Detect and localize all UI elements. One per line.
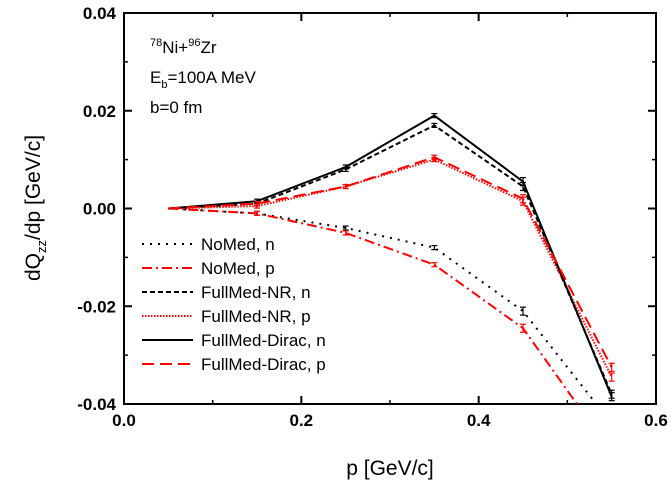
y-tick-label: 0.04 xyxy=(83,4,117,23)
energy-sub: b xyxy=(161,79,167,91)
reaction-annotation: 78Ni+96Zr xyxy=(150,37,217,57)
series-6 xyxy=(168,154,615,372)
series-line xyxy=(168,207,598,404)
series-2 xyxy=(168,207,579,404)
legend-label: FullMed-NR, n xyxy=(201,283,311,302)
series-5 xyxy=(168,113,615,402)
energy-annotation: Eb=100A MeV xyxy=(150,68,257,91)
reaction-text-2: Zr xyxy=(200,38,216,57)
series-line xyxy=(168,156,613,368)
reaction-sup-1: 78 xyxy=(150,37,162,49)
x-tick-label: 0.2 xyxy=(290,411,314,430)
annotations: 78Ni+96Zr Eb=100A MeV b=0 fm xyxy=(150,37,257,117)
legend: NoMed, n NoMed, p FullMed-NR, n FullMed-NR,… xyxy=(142,235,326,374)
reaction-text-1: Ni+ xyxy=(162,38,188,57)
legend-label: FullMed-Dirac, n xyxy=(201,331,326,350)
series-layer xyxy=(168,113,615,404)
legend-label: FullMed-Dirac, p xyxy=(201,355,326,374)
x-axis-label: p [GeV/c] xyxy=(346,457,434,480)
y-axis-label-rest: /dp [GeV/c] xyxy=(22,135,45,240)
energy-text-2: =100A MeV xyxy=(167,68,256,87)
legend-label: NoMed, n xyxy=(201,235,275,254)
legend-label: FullMed-NR, p xyxy=(201,307,311,326)
y-axis-label-sub: zz xyxy=(34,240,49,253)
legend-label: NoMed, p xyxy=(201,259,275,278)
y-tick-label: -0.04 xyxy=(77,395,116,414)
series-line xyxy=(168,158,613,378)
x-tick-label: 0.0 xyxy=(112,411,136,430)
impact-annotation: b=0 fm xyxy=(150,98,202,117)
y-tick-label: 0.02 xyxy=(83,102,116,121)
reaction-sup-2: 96 xyxy=(188,37,200,49)
series-line xyxy=(168,114,613,398)
y-tick-label: 0.00 xyxy=(83,200,116,219)
y-axis-label: dQzz/dp [GeV/c] xyxy=(22,135,49,281)
x-tick-label: 0.4 xyxy=(467,411,491,430)
x-tick-label: 0.6 xyxy=(644,411,668,430)
axes: 0.0 0.2 0.4 0.6 -0.04 -0.02 0.00 0.02 0.04 xyxy=(77,4,668,430)
y-tick-label: -0.02 xyxy=(77,297,116,316)
energy-text-1: E xyxy=(150,68,161,87)
series-line xyxy=(168,207,579,404)
y-axis-label-main: dQ xyxy=(22,253,45,281)
